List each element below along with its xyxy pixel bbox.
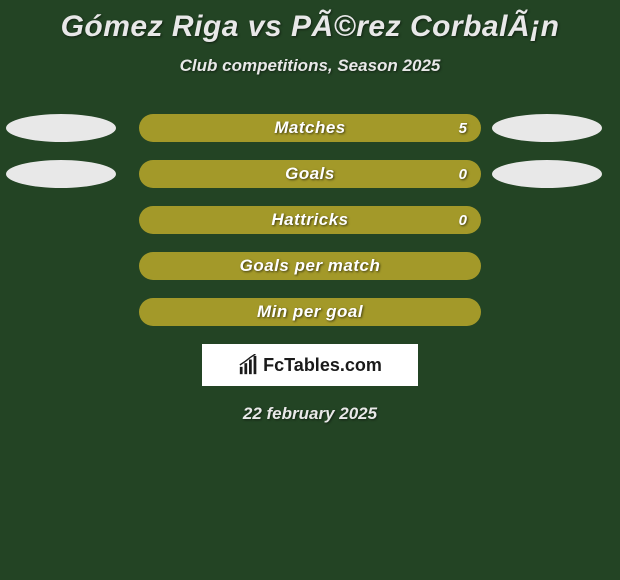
- chart-icon: [238, 354, 260, 376]
- stat-value: 0: [459, 212, 467, 229]
- stat-row: Goals 0: [0, 160, 620, 188]
- stat-bar: Goals 0: [139, 160, 481, 188]
- stat-label: Hattricks: [271, 210, 348, 230]
- right-ellipse: [492, 160, 602, 188]
- date-text: 22 february 2025: [0, 404, 620, 424]
- stat-value: 0: [459, 166, 467, 183]
- page-subtitle: Club competitions, Season 2025: [0, 56, 620, 76]
- logo-text: FcTables.com: [263, 355, 382, 376]
- stat-bar: Matches 5: [139, 114, 481, 142]
- comparison-container: Gómez Riga vs PÃ©rez CorbalÃ¡n Club comp…: [0, 0, 620, 424]
- logo-box: FcTables.com: [202, 344, 418, 386]
- page-title: Gómez Riga vs PÃ©rez CorbalÃ¡n: [0, 10, 620, 44]
- left-ellipse: [6, 114, 116, 142]
- stat-bar: Min per goal: [139, 298, 481, 326]
- stat-label: Matches: [274, 118, 346, 138]
- stat-bar: Hattricks 0: [139, 206, 481, 234]
- logo-content: FcTables.com: [238, 354, 382, 376]
- stat-row: Matches 5: [0, 114, 620, 142]
- stat-row: Hattricks 0: [0, 206, 620, 234]
- stat-label: Goals per match: [240, 256, 381, 276]
- stat-label: Goals: [285, 164, 335, 184]
- stat-value: 5: [459, 120, 467, 137]
- left-ellipse: [6, 160, 116, 188]
- stat-label: Min per goal: [257, 302, 363, 322]
- right-ellipse: [492, 114, 602, 142]
- stat-bar: Goals per match: [139, 252, 481, 280]
- stat-row: Min per goal: [0, 298, 620, 326]
- stat-row: Goals per match: [0, 252, 620, 280]
- stats-list: Matches 5 Goals 0 Hattricks 0 Goals per match M…: [0, 114, 620, 326]
